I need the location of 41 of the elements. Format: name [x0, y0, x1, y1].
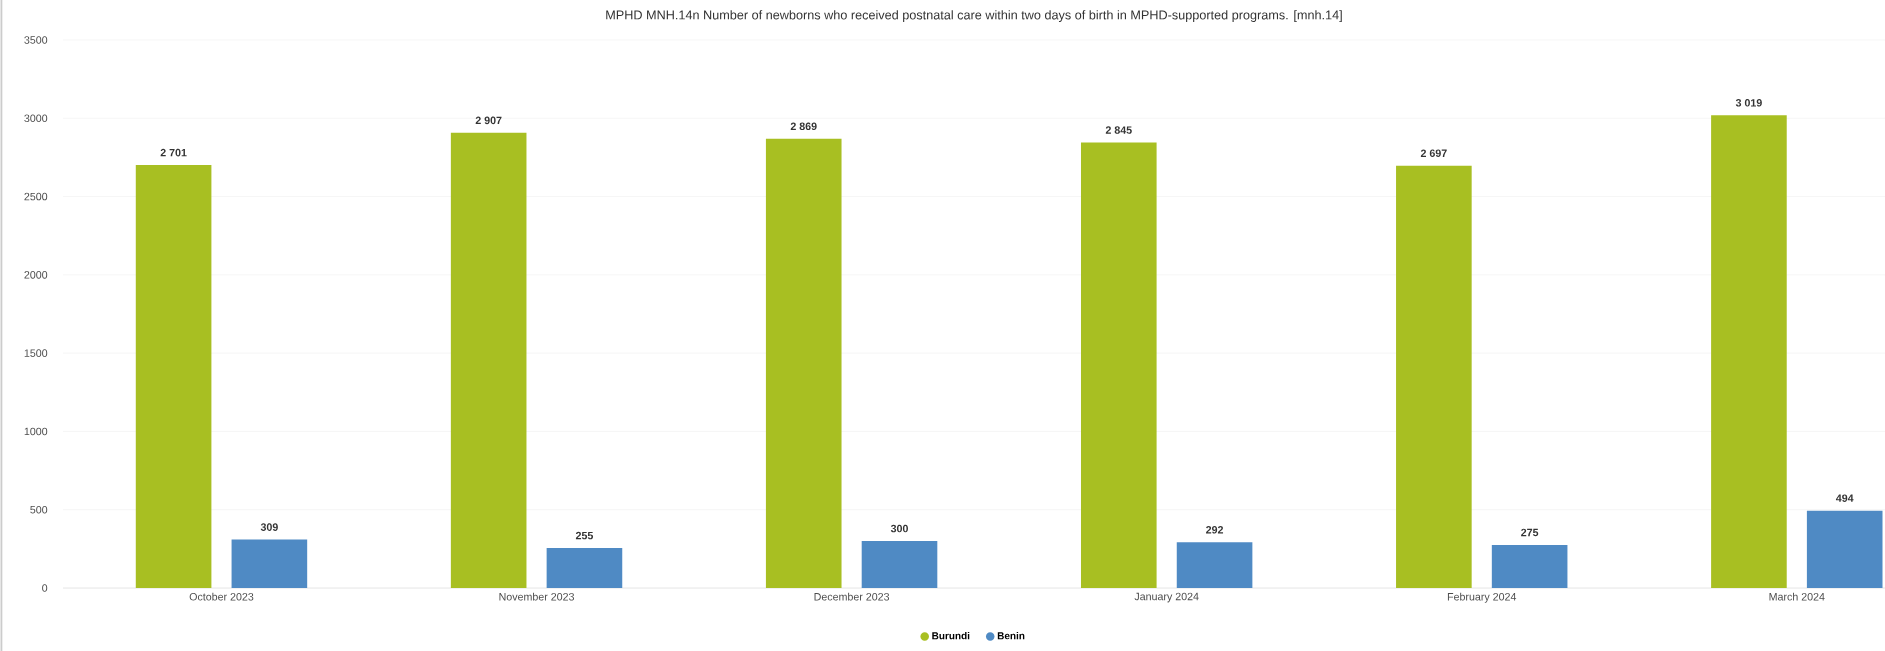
data-label: 2 845 — [1105, 126, 1132, 134]
x-tick-label: October 2023 — [189, 592, 254, 601]
bar — [861, 541, 938, 588]
bar — [231, 539, 308, 588]
y-tick-label: 1000 — [24, 427, 48, 436]
y-tick-label: 3000 — [24, 114, 48, 123]
legend-label: Burundi — [932, 631, 970, 640]
y-tick-label: 500 — [30, 505, 48, 514]
x-tick-label: March 2024 — [1769, 592, 1825, 601]
data-label: 275 — [1521, 528, 1539, 537]
y-tick-label: 1500 — [24, 349, 48, 357]
bar — [546, 548, 623, 588]
data-label: 2 697 — [1420, 149, 1447, 158]
data-label: 300 — [890, 524, 908, 533]
data-label: 255 — [575, 531, 594, 540]
data-label: 3 019 — [1735, 99, 1762, 107]
x-tick-label: February 2024 — [1447, 592, 1517, 603]
bar — [1806, 510, 1883, 588]
legend-label: Benin — [997, 631, 1025, 640]
data-label: 309 — [260, 523, 278, 531]
bar — [135, 165, 212, 588]
data-label: 2 701 — [160, 148, 187, 157]
x-tick-label: December 2023 — [814, 592, 890, 601]
bar — [765, 138, 842, 588]
y-tick-label: 2500 — [24, 192, 48, 201]
y-tick-label: 0 — [42, 584, 48, 592]
x-tick-label: November 2023 — [499, 592, 574, 601]
data-label: 292 — [1206, 526, 1224, 534]
y-tick-label: 3500 — [24, 36, 48, 44]
bar — [1396, 165, 1472, 588]
bar — [1080, 142, 1157, 588]
x-tick-label: January 2024 — [1134, 592, 1199, 603]
data-label: 2 869 — [790, 122, 817, 131]
bar — [1176, 542, 1253, 588]
bar — [450, 132, 527, 588]
y-tick-label: 2000 — [24, 271, 48, 279]
bar — [1491, 544, 1568, 588]
data-label: 494 — [1835, 494, 1854, 502]
data-label: 2 907 — [475, 116, 502, 125]
bar — [1711, 115, 1787, 588]
chart-title: MPHD MNH.14n Number of newborns who received postnatal care within two days of birth in MPHD-supported programs. [mnh.14] — [606, 10, 1342, 22]
